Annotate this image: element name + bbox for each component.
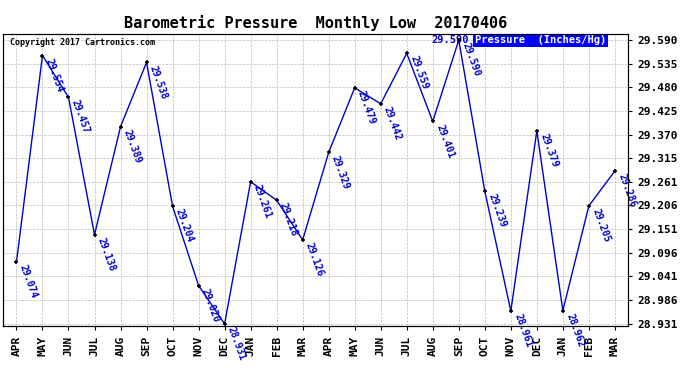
Point [323,149,334,155]
Point [505,308,516,314]
Text: 29.204: 29.204 [174,208,195,244]
Text: 29.379: 29.379 [538,132,560,169]
Point [167,203,178,209]
Text: 29.286: 29.286 [616,172,638,209]
Title: Barometric Pressure  Monthly Low  20170406: Barometric Pressure Monthly Low 20170406 [124,15,507,31]
Text: 29.074: 29.074 [18,264,39,300]
Point [193,282,204,288]
Point [115,124,126,130]
Text: 29.389: 29.389 [122,128,144,165]
Point [453,37,464,43]
Point [480,188,491,194]
Point [531,128,542,134]
Text: 28.962: 28.962 [564,312,586,348]
Point [427,118,438,124]
Text: 29.442: 29.442 [382,105,404,142]
Text: 29.590: 29.590 [460,41,482,78]
Text: 29.329: 29.329 [330,154,351,190]
Point [219,321,230,327]
Point [558,308,569,314]
Point [609,168,620,174]
Text: 29.138: 29.138 [96,236,117,273]
Text: 29.261: 29.261 [252,183,273,220]
Point [11,259,22,265]
Text: Pressure  (Inches/Hg): Pressure (Inches/Hg) [475,35,606,45]
Point [583,203,594,209]
Point [245,179,256,185]
Point [37,53,48,58]
Text: 29.538: 29.538 [148,64,170,100]
Text: 29.126: 29.126 [304,241,326,278]
Text: 29.401: 29.401 [434,123,455,159]
Text: 29.239: 29.239 [486,193,508,229]
Text: 29.559: 29.559 [408,55,430,91]
Point [349,85,360,91]
Point [141,59,152,65]
Text: 29.590: 29.590 [431,35,469,45]
Text: 29.479: 29.479 [356,89,377,126]
Point [401,50,412,56]
Point [375,101,386,107]
Point [89,232,100,238]
Point [63,94,74,100]
Point [297,237,308,243]
Point [271,197,282,203]
Text: 28.931: 28.931 [226,325,248,362]
Text: 29.205: 29.205 [590,207,612,244]
Text: 29.457: 29.457 [70,99,91,135]
Text: 29.218: 29.218 [278,202,299,238]
Text: 29.020: 29.020 [200,287,221,324]
Text: Copyright 2017 Cartronics.com: Copyright 2017 Cartronics.com [10,38,155,47]
Text: 28.961: 28.961 [512,312,533,349]
Text: 29.554: 29.554 [44,57,66,93]
